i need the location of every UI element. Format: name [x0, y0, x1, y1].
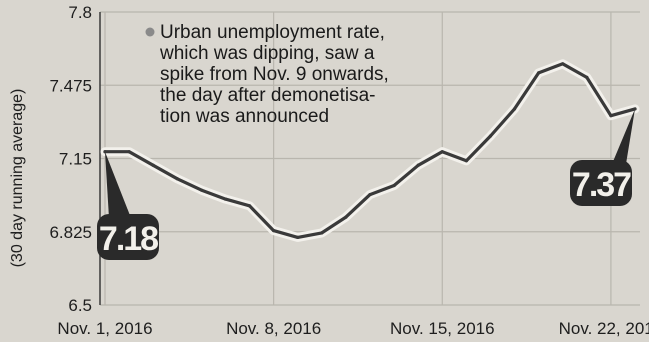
callout-value: 7.37 [572, 166, 631, 204]
callout-layer: 7.18 7.37 [97, 108, 635, 260]
data-point [320, 231, 324, 235]
axis-layer: 7.8 7.475 7.15 6.825 6.5 Nov. 1, 2016 Nov. 8, … [49, 3, 649, 338]
data-point [368, 192, 372, 197]
callout-pointer [612, 108, 635, 164]
callout-badge [570, 160, 632, 206]
data-point [488, 134, 493, 138]
data-point [223, 197, 228, 201]
series-layer [100, 59, 640, 242]
x-tick-label: Nov. 15, 2016 [390, 319, 495, 338]
annotation-line: Urban unemployment rate, [160, 22, 385, 43]
data-point [199, 188, 203, 192]
annotation-line: spike from Nov. 9 onwards, [160, 64, 389, 85]
callout: 7.37 [570, 108, 635, 206]
data-point [392, 183, 396, 188]
data-point [464, 159, 468, 163]
data-point [585, 75, 589, 79]
data-point [296, 235, 300, 239]
data-point [512, 107, 517, 111]
annotation-line: tion was announced [160, 106, 329, 127]
data-point [609, 114, 613, 118]
data-point [175, 177, 179, 181]
data-point [537, 71, 541, 75]
data-point [272, 229, 276, 233]
data-point [440, 150, 444, 154]
y-tick-label: 7.475 [49, 76, 92, 95]
data-point [561, 62, 565, 66]
y-tick-label: 6.825 [49, 223, 92, 242]
callout-badge [97, 214, 159, 260]
grid-layer [100, 11, 640, 306]
annotation-layer: Urban unemployment rate,which was dippin… [145, 22, 389, 127]
y-tick-label: 6.5 [68, 296, 92, 315]
data-point [127, 150, 131, 154]
callout-pointer [105, 151, 131, 218]
y-tick-label: 7.15 [59, 150, 92, 169]
annotation-line: which was dipping, saw a [159, 43, 375, 64]
data-point [416, 163, 420, 167]
y-tick-label: 7.8 [68, 3, 92, 22]
x-tick-label: Nov. 8, 2016 [226, 319, 321, 338]
callout-value: 7.18 [99, 220, 158, 258]
data-point [247, 204, 252, 208]
data-point [151, 163, 155, 167]
annotation-bullet [145, 27, 155, 37]
data-point [344, 215, 348, 219]
x-tick-label: Nov. 1, 2016 [57, 319, 152, 338]
x-tick-label: Nov. 22, 2016 [559, 319, 649, 338]
callout: 7.18 [97, 151, 160, 260]
annotation-line: the day after demonetisa- [160, 85, 375, 106]
y-axis-label: (30 day running average) [9, 89, 26, 268]
